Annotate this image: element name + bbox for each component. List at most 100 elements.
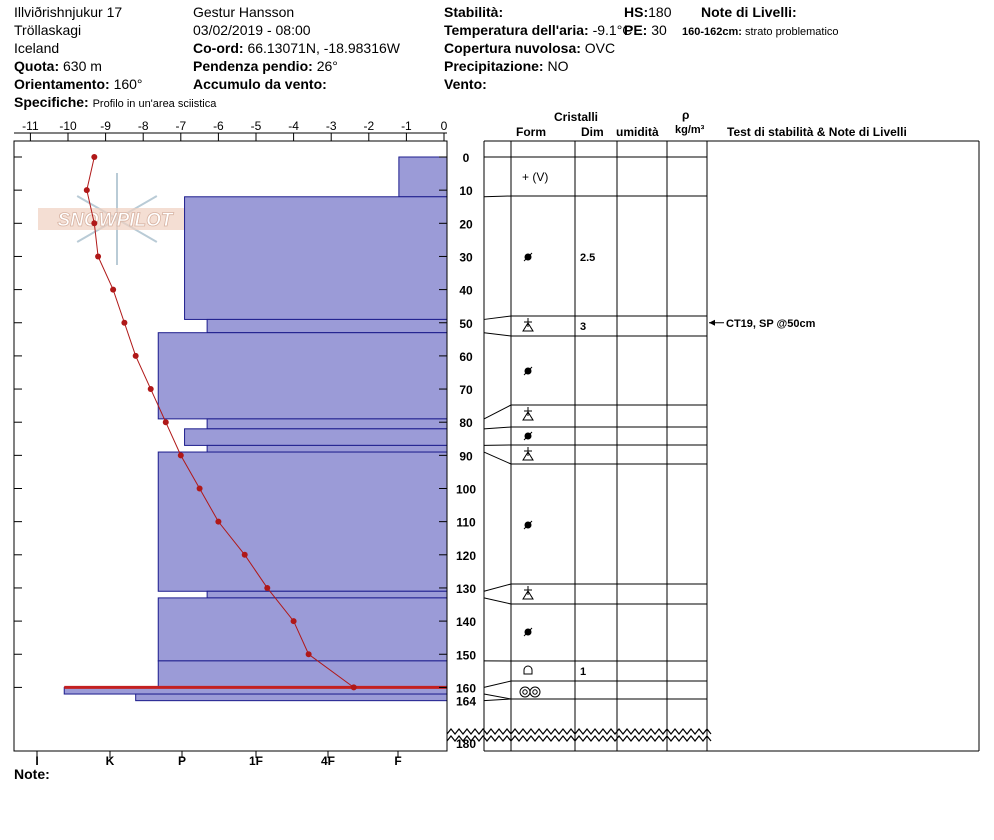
temperature-point: [91, 154, 98, 160]
hardness-bar: [184, 428, 448, 446]
surface-hoar-icon: [522, 451, 534, 461]
stability-label: Stabilità:: [444, 4, 504, 20]
logo-banner: [38, 208, 193, 230]
observation-datetime: 03/02/2019 - 08:00: [193, 22, 311, 38]
depth-label: 30: [459, 250, 473, 264]
tests-header: Test di stabilità & Note di Livelli: [727, 125, 907, 139]
layer-note-text: strato problematico: [745, 26, 839, 38]
observer-name: Gestur Hansson: [193, 4, 295, 20]
coord-value: 66.13071N, -18.98316W: [247, 40, 400, 56]
layer-connector: [483, 597, 512, 605]
temperature-profile: [83, 154, 357, 691]
temp-tick-label: -4: [288, 119, 299, 133]
hardness-bar: [157, 332, 448, 420]
hs-row: HS:180: [624, 4, 671, 20]
hardness-bar: [157, 597, 448, 662]
depth-label: 70: [459, 383, 473, 397]
temp-tick-label: -7: [175, 119, 186, 133]
location-name: Illviðrishnjukur 17: [14, 4, 123, 20]
ice-icon: [519, 686, 531, 698]
hardness-bar: [206, 590, 448, 599]
melt-form-icon-stroke: [523, 520, 533, 530]
form-header: Form: [516, 125, 546, 139]
grain-size-value: 2.5: [580, 252, 595, 264]
precip-label: Precipitazione:: [444, 58, 544, 74]
logo-text: SNOWPILOT: [57, 210, 173, 231]
hardness-label: K: [106, 754, 115, 768]
moisture-header: umidità: [616, 125, 659, 139]
chart-frame: -11 -10 -9 -8 -7 -6 -5 -4 -3 -2 -1 0I K P 1F 4F F: [13, 119, 448, 768]
ice-icon-inner: [522, 689, 528, 695]
pe-row: PE: 30: [624, 22, 667, 38]
layer-table: 0 10 20 30 40 50 60 70 80 90 100 110 120 130 140 150 160…: [446, 140, 980, 752]
temp-tick-label: -3: [326, 119, 337, 133]
form-text: + (V): [522, 170, 548, 184]
depth-label: 160: [456, 681, 476, 695]
temperature-point: [162, 419, 169, 426]
depth-label: 100: [456, 483, 476, 497]
temperature-point: [196, 485, 203, 492]
layer-notes-label: Note di Livelli:: [701, 4, 797, 20]
elevation-value: 630 m: [63, 58, 102, 74]
layer-connector: [483, 404, 512, 420]
temperature-point: [350, 684, 357, 691]
ice-icon-inner: [532, 689, 538, 695]
depth-label: 60: [459, 350, 473, 364]
slope-value: 26°: [316, 58, 338, 74]
depth-label: 140: [456, 615, 476, 629]
layer-note-range: 160-162cm:: [682, 26, 742, 38]
surface-hoar-icon: [522, 590, 534, 600]
hardness-bar: [157, 660, 448, 688]
melt-form-icon-stroke: [523, 252, 533, 262]
temp-tick-label: -10: [59, 119, 77, 133]
specifics-value: Profilo in un'area sciistica: [92, 98, 217, 110]
depth-label: 50: [459, 317, 473, 331]
melt-form-icon-stroke: [523, 366, 533, 376]
surface-hoar-icon: [522, 411, 534, 421]
hardness-label: I: [35, 754, 38, 768]
hardness-bars: [63, 156, 448, 702]
specifics-label: Specifiche:: [14, 94, 89, 110]
temp-tick-label: -9: [100, 119, 111, 133]
aspect-value: 160°: [113, 76, 143, 92]
hardness-bar: [184, 196, 448, 320]
temperature-point: [264, 584, 271, 591]
pe-value: 30: [651, 22, 667, 38]
elevation-row: Quota: 630 m: [14, 58, 102, 74]
ice-icon: [529, 686, 541, 698]
melt-form-icon-stroke: [523, 627, 533, 637]
hardness-label: P: [178, 754, 186, 768]
temperature-point: [177, 452, 184, 459]
precip-row: Precipitazione: NO: [444, 58, 568, 74]
depth-label: 10: [459, 184, 473, 198]
hardness-label: F: [394, 754, 401, 768]
air-temp-value: -9.1°C: [592, 22, 633, 38]
precip-value: NO: [547, 58, 569, 74]
coord-label: Co-ord:: [193, 40, 244, 56]
layer-connector: [483, 451, 512, 465]
layer-connector: [483, 332, 512, 337]
air-temp-row: Temperatura dell'aria: -9.1°C: [444, 22, 632, 38]
aspect-label: Orientamento:: [14, 76, 110, 92]
temp-tick-label: -1: [401, 119, 412, 133]
scale-break-zigzag: [446, 735, 712, 742]
temp-tick-label: -5: [251, 119, 262, 133]
cloud-row: Copertura nuvolosa: OVC: [444, 40, 615, 56]
depth-label: 130: [456, 582, 476, 596]
layer-connector: [483, 698, 512, 702]
temp-tick-label: -6: [213, 119, 224, 133]
slope-row: Pendenza pendio: 26°: [193, 58, 338, 74]
slope-label: Pendenza pendio:: [193, 58, 313, 74]
temperature-point: [83, 187, 90, 194]
depth-label: 20: [459, 217, 473, 231]
layer-connector: [483, 680, 512, 688]
temperature-point: [305, 651, 312, 658]
temperature-point: [121, 319, 128, 326]
elevation-label: Quota:: [14, 58, 60, 74]
depth-label: 40: [459, 284, 473, 298]
depth-label: 120: [456, 549, 476, 563]
region-name: Tröllaskagi: [14, 22, 82, 38]
depth-label: 164: [456, 695, 476, 709]
depth-label: 110: [456, 516, 476, 530]
